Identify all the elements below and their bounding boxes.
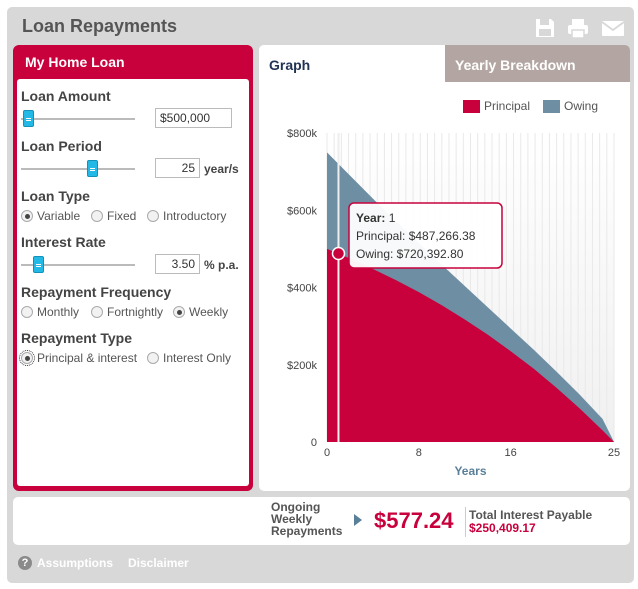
tooltip-box	[348, 202, 503, 269]
loan-type-fixed-radio[interactable]: Fixed	[91, 209, 136, 223]
radio-label: Fortnightly	[107, 305, 164, 319]
radio-label: Fixed	[107, 209, 137, 223]
radio-dot[interactable]	[147, 210, 159, 222]
legend-swatch	[463, 99, 480, 113]
loan-type-variable-radio[interactable]: Variable	[21, 209, 80, 223]
interest-rate-input[interactable]	[155, 254, 200, 274]
frequency-monthly-radio[interactable]: Monthly	[21, 305, 79, 319]
loan-amount-label: Loan Amount	[21, 88, 111, 104]
repayment-interest-only-radio[interactable]: Interest Only	[147, 351, 231, 365]
x-tick-label: 25	[608, 447, 620, 459]
arrow-right-icon	[354, 514, 362, 526]
ongoing-label-line-3: Repayments	[271, 524, 343, 538]
disclaimer-link[interactable]: Disclaimer	[128, 556, 189, 570]
radio-label: Interest Only	[163, 351, 232, 365]
loan-type-label: Loan Type	[21, 188, 90, 204]
total-interest-value: $250,409.17	[469, 521, 536, 535]
radio-dot[interactable]	[91, 210, 103, 222]
y-tick-label: 0	[311, 437, 317, 449]
radio-label: Variable	[37, 209, 81, 223]
interest-rate-label: Interest Rate	[21, 234, 106, 250]
assumptions-link[interactable]: Assumptions	[37, 556, 114, 570]
y-tick-label: $800k	[287, 128, 317, 140]
frequency-fortnightly-radio[interactable]: Fortnightly	[91, 305, 163, 319]
repayment-amount: $577.24	[374, 508, 454, 533]
legend-item-principal: Principal	[463, 99, 530, 113]
loan-amount-slider-handle[interactable]	[22, 110, 34, 127]
x-axis-title: Years	[454, 464, 486, 478]
legend-item-owing: Owing	[543, 99, 598, 113]
loan-period-slider-track[interactable]	[21, 168, 135, 170]
loan-amount-input[interactable]	[155, 108, 232, 128]
x-tick-label: 0	[324, 447, 330, 459]
ongoing-repayments-label: Ongoing Weekly Repayments	[271, 501, 342, 537]
form-body: Loan Amount Loan Period year/s Loan Type…	[17, 79, 249, 486]
app-title: Loan Repayments	[22, 16, 178, 36]
repayment-type-label: Repayment Type	[21, 330, 132, 346]
print-icon[interactable]	[567, 17, 589, 39]
tooltip-principal: Principal: $487,266.38	[356, 229, 476, 243]
legend-label: Principal	[484, 99, 531, 113]
loan-period-unit: year/s	[204, 162, 239, 176]
summary-bar: Ongoing Weekly Repayments $577.24 Total …	[13, 497, 630, 545]
interest-rate-unit: % p.a.	[204, 258, 239, 272]
form-header: My Home Loan	[25, 54, 125, 70]
interest-rate-slider-track[interactable]	[21, 264, 135, 266]
y-tick-label: $400k	[287, 283, 317, 295]
loan-period-label: Loan Period	[21, 138, 102, 154]
tooltip-owing: Owing: $720,392.80	[356, 247, 464, 261]
tooltip-year: Year: 1	[356, 211, 396, 225]
loan-widget: Loan Repayments My Home Loan Loan Amount…	[7, 7, 634, 583]
total-interest-label: Total Interest Payable	[469, 508, 593, 522]
x-tick-label: 16	[505, 447, 517, 459]
repayment-frequency-label: Repayment Frequency	[21, 284, 172, 300]
radio-label: Principal & interest	[37, 351, 138, 365]
legend-label: Owing	[564, 99, 599, 113]
radio-label: Monthly	[37, 305, 80, 319]
y-tick-label: $600k	[287, 205, 317, 217]
ongoing-label-line-2: Weekly	[271, 512, 313, 526]
radio-dot[interactable]	[21, 306, 33, 318]
radio-dot[interactable]	[19, 350, 35, 366]
x-tick-label: 8	[416, 447, 422, 459]
chart-panel: Graph Yearly Breakdown Principal Owing 0…	[259, 45, 630, 491]
tab-yearly-breakdown[interactable]: Yearly Breakdown	[445, 45, 630, 82]
radio-dot[interactable]	[147, 352, 159, 364]
principal-area	[327, 248, 614, 442]
radio-label: Introductory	[163, 209, 227, 223]
loan-amount-slider-track[interactable]	[21, 118, 135, 120]
radio-dot[interactable]	[91, 306, 103, 318]
email-icon[interactable]	[601, 17, 625, 39]
radio-dot[interactable]	[173, 306, 185, 318]
loan-form-panel: My Home Loan Loan Amount Loan Period yea…	[13, 45, 253, 491]
divider	[465, 507, 466, 537]
legend-swatch	[543, 99, 560, 113]
ongoing-label-line-1: Ongoing	[271, 500, 321, 514]
radio-dot[interactable]	[21, 210, 33, 222]
loan-type-introductory-radio[interactable]: Introductory	[147, 209, 226, 223]
loan-period-slider-handle[interactable]	[86, 160, 98, 177]
save-icon[interactable]	[534, 17, 556, 39]
loan-chart: 0 $200k $400k $600k $800k 0 8 16 25 Years Year: 1 P…	[287, 128, 620, 478]
loan-period-input[interactable]	[155, 158, 200, 178]
repayment-principal-interest-radio[interactable]: Principal & interest	[19, 350, 138, 366]
tab-graph[interactable]: Graph	[259, 45, 445, 82]
y-tick-label: $200k	[287, 360, 317, 372]
radio-label: Weekly	[189, 305, 229, 319]
help-icon[interactable]: ?	[18, 556, 32, 570]
hover-marker	[331, 246, 346, 261]
interest-rate-slider-handle[interactable]	[33, 256, 45, 273]
frequency-weekly-radio[interactable]: Weekly	[173, 305, 228, 319]
